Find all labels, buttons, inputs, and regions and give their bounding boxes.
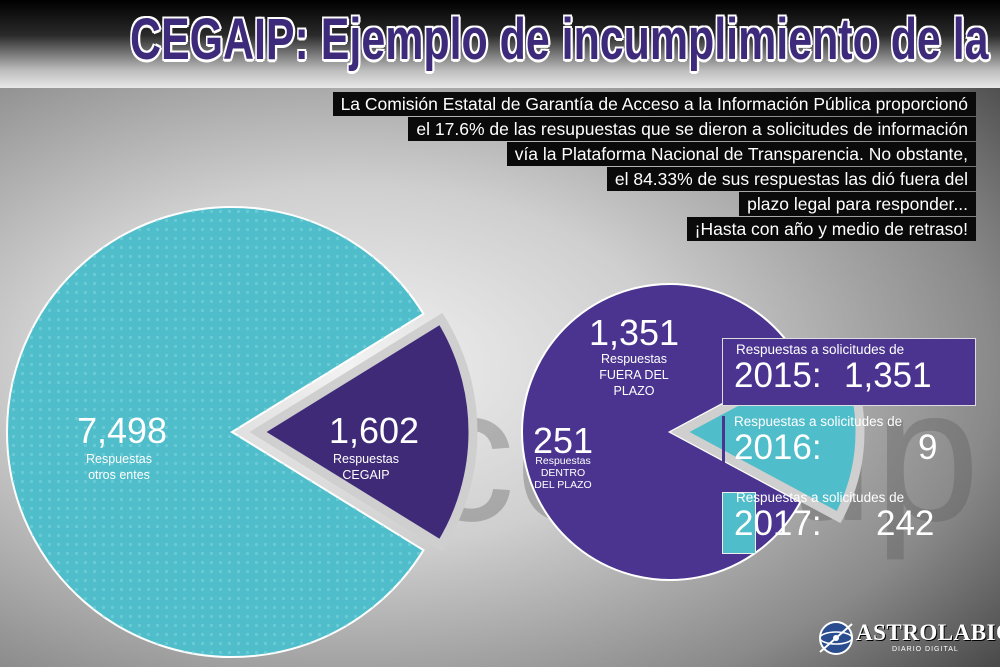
slice-respuestas-cegaip (249, 312, 478, 552)
year-2016-value: 9 (918, 428, 938, 467)
intro-line: el 84.33% de sus respuestas las dió fuer… (606, 167, 976, 191)
year-2015-value: 1,351 (844, 356, 932, 395)
intro-text: La Comisión Estatal de Garantía de Acces… (332, 92, 976, 242)
astrolabio-logo: ASTROLABIO DIARIO DIGITAL (816, 616, 1000, 660)
year-2016-bar (722, 416, 725, 480)
page-title: CEGAIP: Ejemplo de incumplimiento de la … (130, 7, 1000, 72)
label-otros-line2: otros entes (88, 468, 150, 482)
value-label-fuera: 1,351 (589, 312, 679, 353)
year-2016-label: Respuestas a solicitudes de (734, 414, 903, 429)
logo-subtitle: DIARIO DIGITAL (892, 646, 959, 653)
intro-line: plazo legal para responder... (739, 192, 976, 216)
label-cegaip-line1: Respuestas (333, 452, 399, 466)
year-2017-year: 2017: (734, 504, 822, 543)
value-label-dentro: 251 (533, 420, 593, 461)
label-dentro-line2: DENTRO (541, 467, 585, 479)
label-dentro-line1: Respuestas (535, 455, 590, 467)
label-otros-line1: Respuestas (86, 452, 152, 466)
intro-line: el 17.6% de las resupuestas que se diero… (408, 117, 976, 141)
year-2016-year: 2016: (734, 428, 822, 467)
year-2015-year: 2015: (734, 356, 822, 395)
year-2015-label: Respuestas a solicitudes de (736, 342, 905, 357)
year-2017-value: 242 (876, 504, 935, 543)
value-label-otros: 7,498 (77, 410, 167, 451)
intro-line: La Comisión Estatal de Garantía de Acces… (332, 92, 976, 116)
intro-line: ¡Hasta con año y medio de retraso! (686, 217, 976, 241)
year-2017-label: Respuestas a solicitudes de (736, 490, 905, 505)
year-2017-box (722, 492, 756, 554)
intro-line: vía la Plataforma Nacional de Transparen… (506, 142, 976, 166)
logo-name: ASTROLABIO (856, 620, 1000, 645)
label-fuera-line3: PLAZO (614, 384, 655, 398)
label-cegaip-line2: CEGAIP (342, 468, 389, 482)
label-fuera-line2: FUERA DEL (599, 368, 669, 382)
value-label-cegaip: 1,602 (329, 410, 419, 451)
pie-chart-cegaip-share (6, 206, 478, 658)
label-fuera-line1: Respuestas (601, 352, 667, 366)
year-2015-box (722, 338, 976, 406)
astrolabe-icon (819, 621, 853, 655)
header-band (0, 0, 1000, 88)
label-dentro-line3: DEL PLAZO (534, 479, 591, 491)
slice-texture (7, 207, 424, 658)
